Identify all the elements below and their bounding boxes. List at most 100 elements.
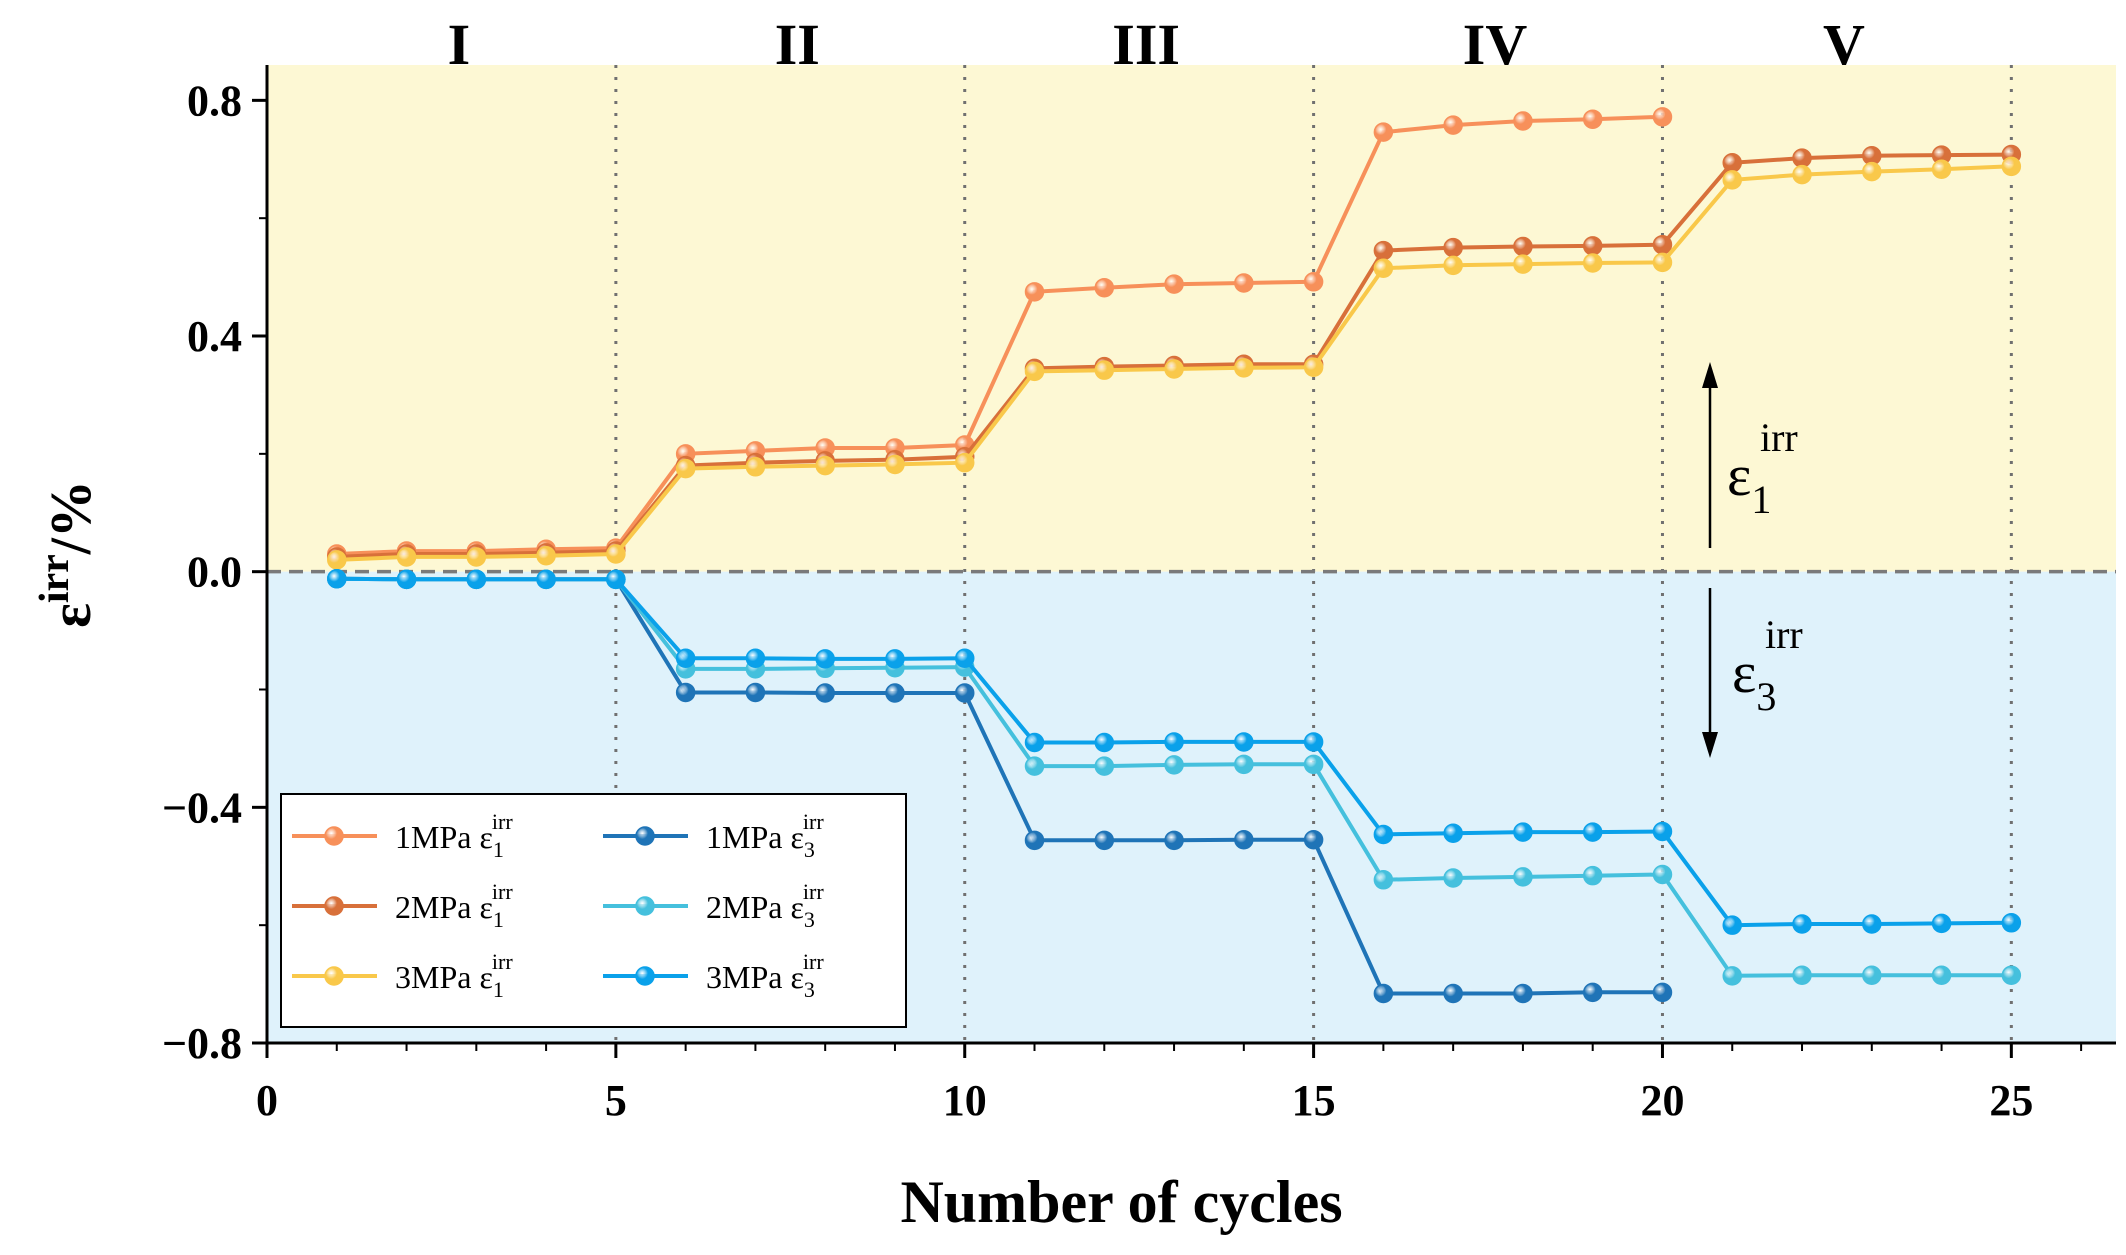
data-point xyxy=(1652,821,1673,842)
legend-label-sub: 1 xyxy=(493,977,504,1002)
data-point xyxy=(1722,966,1742,986)
eps1-label-sub: 1 xyxy=(1751,477,1771,522)
eps1-label-base: ε xyxy=(1727,443,1751,508)
data-point xyxy=(815,683,835,703)
series-group xyxy=(327,107,2022,1004)
stage-dividers xyxy=(267,65,2116,1043)
x-tick-label: 15 xyxy=(1292,1076,1336,1125)
legend-marker xyxy=(635,966,655,986)
legend-label-text: 2MPa ε xyxy=(395,889,493,925)
x-tick-label: 0 xyxy=(256,1076,278,1125)
data-point xyxy=(1024,282,1045,302)
legend-label-sup: irr xyxy=(803,809,824,834)
data-point xyxy=(1652,864,1673,885)
legend-label-text: 2MPa ε xyxy=(706,889,804,925)
legend-label-sub: 3 xyxy=(804,977,815,1002)
y-axis-title-base: ε xyxy=(38,603,103,628)
data-point xyxy=(1931,913,1952,934)
y-axis-title-sup: irr xyxy=(32,554,78,603)
data-point xyxy=(2001,965,2022,985)
legend-item: 2MPa ε3 irr xyxy=(603,879,824,932)
data-point xyxy=(1722,915,1742,935)
data-point xyxy=(1652,107,1673,127)
data-point xyxy=(1513,254,1533,274)
data-point xyxy=(885,649,905,669)
legend-label-text: 3MPa ε xyxy=(395,959,493,995)
up-arrow-head xyxy=(1702,362,1718,388)
data-point xyxy=(1164,755,1184,775)
axes: 0 5 10 15 20 25 0.8 0.4 0.0 −0.4 −0.8 Number of cyc… xyxy=(32,65,2116,1235)
legend-label-text: 1MPa ε xyxy=(395,819,493,855)
legend-label: 1MPa ε3 irr xyxy=(706,809,824,862)
data-point xyxy=(1792,148,1812,168)
data-point xyxy=(536,569,556,590)
data-point xyxy=(1094,360,1115,380)
stage-label: III xyxy=(1112,12,1180,77)
y-tick-label: 0.0 xyxy=(187,548,242,597)
series-5 xyxy=(327,568,2022,986)
y-tick-label: −0.4 xyxy=(162,783,242,832)
data-point xyxy=(1024,361,1045,382)
data-point xyxy=(745,457,766,477)
stage-labels: I II III IV V xyxy=(448,12,1865,77)
legend-label: 3MPa ε3 irr xyxy=(706,949,824,1002)
upper-region xyxy=(267,65,2116,572)
x-axis-title: Number of cycles xyxy=(900,1169,1342,1235)
data-point xyxy=(1722,170,1742,190)
data-point xyxy=(2001,156,2022,177)
data-point xyxy=(815,649,835,669)
stage-label: I xyxy=(448,12,471,77)
data-point xyxy=(536,546,556,566)
data-point xyxy=(1234,358,1254,378)
data-point xyxy=(1652,982,1673,1003)
legend-item: 1MPa ε3 irr xyxy=(603,809,824,862)
data-point xyxy=(1652,252,1673,273)
data-point xyxy=(1164,359,1184,379)
legend-label-sup: irr xyxy=(803,879,824,904)
x-tick-label: 20 xyxy=(1640,1076,1684,1125)
data-point xyxy=(1862,161,1882,182)
legend-label-sub: 1 xyxy=(493,837,504,862)
data-point xyxy=(745,648,766,669)
stage-label: IV xyxy=(1463,12,1528,77)
data-point xyxy=(954,648,975,669)
legend-label: 2MPa ε3 irr xyxy=(706,879,824,932)
x-tick-label: 25 xyxy=(1989,1076,2033,1125)
data-point xyxy=(1443,255,1463,276)
legend-marker xyxy=(635,826,655,846)
data-point xyxy=(1443,823,1463,844)
data-point xyxy=(1513,822,1533,842)
legend-label-sup: irr xyxy=(492,879,513,904)
eps3-label: ε3 irr xyxy=(1732,612,1803,719)
legend-label-sup: irr xyxy=(492,949,513,974)
legend-label: 3MPa ε1 irr xyxy=(395,949,513,1002)
data-point xyxy=(1303,829,1324,850)
data-point xyxy=(1582,109,1603,129)
data-point xyxy=(1094,732,1115,753)
stage-label: V xyxy=(1823,12,1865,77)
data-point xyxy=(466,569,487,590)
legend-item: 2MPa ε1 irr xyxy=(292,879,513,932)
data-point xyxy=(1862,965,1882,985)
eps3-label-sup: irr xyxy=(1765,612,1803,657)
legend-label-text: 3MPa ε xyxy=(706,959,804,995)
data-point xyxy=(1862,914,1882,934)
data-point xyxy=(1513,111,1533,131)
data-point xyxy=(1582,865,1603,886)
y-axis-title: εirr/% xyxy=(32,480,103,628)
data-point xyxy=(2001,913,2022,933)
data-point xyxy=(1303,357,1324,377)
data-point xyxy=(1373,824,1394,845)
data-point xyxy=(1513,236,1533,257)
data-point xyxy=(1024,732,1045,753)
data-point xyxy=(1513,867,1533,887)
data-point xyxy=(1373,258,1394,279)
data-point xyxy=(1792,914,1812,934)
data-point xyxy=(327,550,347,570)
data-point xyxy=(1443,237,1463,258)
data-point xyxy=(1513,983,1533,1004)
data-point xyxy=(675,648,696,669)
